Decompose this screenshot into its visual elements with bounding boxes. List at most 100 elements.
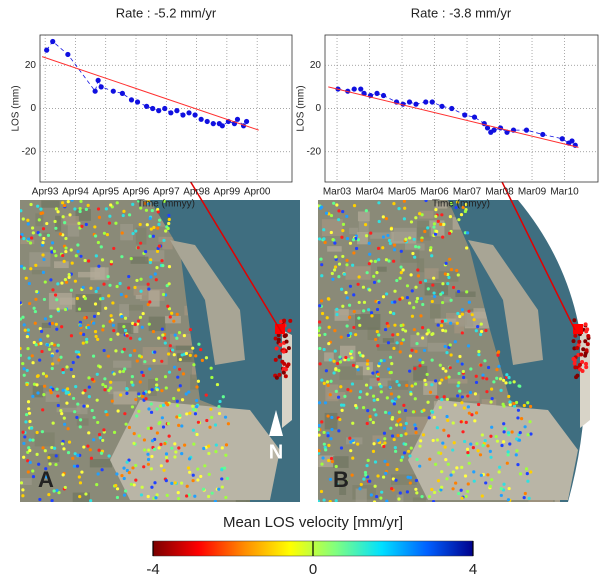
ps-point: [116, 496, 119, 499]
x-tick-label: Mar05: [388, 187, 417, 198]
ps-point: [275, 346, 279, 350]
ps-point: [393, 438, 396, 441]
ps-point: [465, 246, 468, 249]
data-point: [44, 48, 49, 53]
ps-point: [466, 451, 469, 454]
ps-point: [348, 304, 351, 307]
ps-point: [154, 272, 157, 275]
ps-point: [75, 416, 78, 419]
ps-point: [329, 478, 332, 481]
ps-point: [19, 318, 22, 321]
ps-point: [51, 367, 54, 370]
ps-point: [397, 395, 400, 398]
ps-point: [73, 410, 76, 413]
data-point: [111, 89, 116, 94]
ps-point: [382, 235, 385, 238]
ps-point: [134, 323, 137, 326]
ps-point: [467, 344, 470, 347]
ps-point: [98, 216, 101, 219]
y-tick-label: 0: [315, 103, 321, 114]
ps-point: [177, 446, 180, 449]
ps-point: [365, 209, 368, 212]
ps-point: [469, 443, 472, 446]
ps-point: [442, 223, 445, 226]
ps-point: [498, 466, 501, 469]
ps-point: [418, 212, 421, 215]
ps-point: [356, 443, 359, 446]
ps-point: [372, 421, 375, 424]
ps-point: [154, 496, 157, 499]
ps-point: [109, 338, 112, 341]
ps-point: [188, 457, 191, 460]
ps-point: [320, 463, 323, 466]
ps-point: [420, 239, 423, 242]
ps-point: [426, 373, 429, 376]
ps-point: [207, 452, 210, 455]
data-point: [413, 102, 418, 107]
ps-point: [107, 275, 110, 278]
ps-point: [54, 463, 57, 466]
ps-point: [444, 345, 447, 348]
ps-point: [325, 369, 328, 372]
ps-point: [129, 354, 132, 357]
ps-point: [528, 497, 531, 500]
ps-point: [441, 329, 444, 332]
ps-point: [320, 490, 323, 493]
ps-point: [396, 333, 399, 336]
x-tick-label: Apr93: [32, 187, 59, 198]
ps-point: [194, 412, 197, 415]
ps-point: [489, 435, 492, 438]
y-tick-label: -20: [307, 146, 322, 157]
ps-point: [373, 399, 376, 402]
ps-point: [282, 350, 286, 354]
data-point: [430, 99, 435, 104]
ps-point: [94, 335, 97, 338]
ps-point: [55, 454, 58, 457]
ps-point: [185, 412, 188, 415]
texture: [327, 246, 342, 252]
ps-point: [222, 395, 225, 398]
ps-point: [446, 419, 449, 422]
ps-point: [489, 456, 492, 459]
ps-point: [150, 411, 153, 414]
ps-point: [104, 385, 107, 388]
ps-point: [393, 402, 396, 405]
ps-point: [578, 367, 582, 371]
ps-point: [425, 332, 428, 335]
ps-point: [167, 227, 170, 230]
ps-point: [390, 371, 393, 374]
texture: [349, 228, 358, 234]
ps-point: [284, 374, 288, 378]
ps-point: [529, 470, 532, 473]
ps-point: [378, 220, 381, 223]
ps-point: [98, 433, 101, 436]
ps-point: [179, 384, 182, 387]
ps-point: [500, 494, 503, 497]
ps-point: [55, 489, 58, 492]
ps-point: [414, 216, 417, 219]
ps-point: [401, 456, 404, 459]
data-point: [211, 121, 216, 126]
texture: [417, 227, 431, 240]
ps-point: [362, 309, 365, 312]
ps-point: [178, 331, 181, 334]
ps-point: [143, 360, 146, 363]
ps-point: [495, 377, 498, 380]
ps-point: [513, 380, 516, 383]
ps-point: [95, 483, 98, 486]
ps-point: [415, 479, 418, 482]
ps-point: [340, 336, 343, 339]
ps-point: [348, 316, 351, 319]
ps-point: [27, 222, 30, 225]
ps-point: [460, 213, 463, 216]
ps-point: [60, 412, 63, 415]
ps-point: [118, 282, 121, 285]
ps-point: [61, 201, 64, 204]
ps-point: [430, 383, 433, 386]
ps-point: [36, 205, 39, 208]
ps-point: [189, 354, 192, 357]
ps-point: [131, 405, 134, 408]
ps-point: [487, 366, 490, 369]
ps-point: [117, 409, 120, 412]
ps-point: [26, 219, 29, 222]
